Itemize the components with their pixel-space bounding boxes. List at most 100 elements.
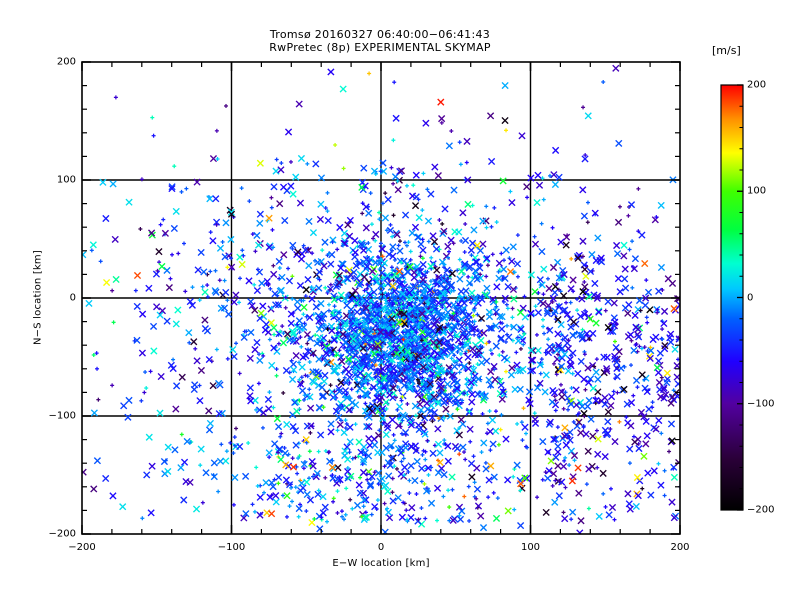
title-line-1: Tromsø 20160327 06:40:00−06:41:43 xyxy=(269,28,491,41)
data-point-plus xyxy=(569,517,574,522)
data-point-x xyxy=(251,346,259,354)
data-point-x xyxy=(434,440,443,448)
data-point-x xyxy=(351,237,359,245)
data-point-x xyxy=(479,524,488,532)
data-point-plus xyxy=(305,341,310,346)
data-point-x xyxy=(85,299,93,308)
data-point-plus xyxy=(407,285,412,290)
data-point-x xyxy=(415,421,423,429)
data-point-plus xyxy=(421,171,426,176)
data-point-x xyxy=(264,395,272,403)
data-point-plus xyxy=(541,292,546,297)
data-point-plus xyxy=(464,382,469,387)
data-point-plus xyxy=(313,333,318,338)
data-point-plus xyxy=(274,367,279,372)
data-point-plus xyxy=(287,504,292,509)
data-point-plus xyxy=(348,497,353,502)
data-point-plus xyxy=(558,382,563,387)
data-point-x xyxy=(304,276,312,284)
data-point-x xyxy=(477,512,485,520)
data-point-plus xyxy=(662,493,667,498)
data-point-plus xyxy=(140,516,145,521)
data-point-plus xyxy=(238,276,243,281)
data-point-x xyxy=(384,487,392,495)
data-point-plus xyxy=(222,278,227,283)
data-point-plus xyxy=(554,281,559,286)
data-point-x xyxy=(599,469,607,477)
data-point-plus xyxy=(377,428,382,433)
data-point-x xyxy=(536,276,544,284)
data-point-x xyxy=(268,510,276,518)
data-point-plus xyxy=(133,288,138,293)
data-point-plus xyxy=(110,383,115,388)
data-point-x xyxy=(579,186,587,194)
data-point-x xyxy=(582,430,590,438)
data-point-x xyxy=(531,415,539,424)
data-point-plus xyxy=(331,496,336,501)
data-point-x xyxy=(200,268,208,276)
data-point-x xyxy=(527,271,535,279)
data-point-x xyxy=(534,309,543,317)
data-point-x xyxy=(451,362,459,371)
data-point-plus xyxy=(276,341,281,346)
data-point-x xyxy=(93,457,101,465)
data-point-x xyxy=(209,237,217,245)
data-point-plus xyxy=(148,369,153,374)
data-point-x xyxy=(589,329,597,338)
data-point-x xyxy=(650,467,658,475)
data-point-plus xyxy=(331,499,336,504)
data-point-plus xyxy=(487,409,492,414)
data-point-x xyxy=(157,372,165,381)
data-point-plus xyxy=(494,220,499,225)
data-point-x xyxy=(339,85,347,93)
data-point-x xyxy=(165,284,173,292)
data-point-plus xyxy=(630,285,635,290)
data-point-x xyxy=(411,476,419,485)
data-point-x xyxy=(594,388,602,396)
colorbar-unit-label: [m/s] xyxy=(712,44,741,57)
data-point-plus xyxy=(492,205,497,210)
data-point-x xyxy=(461,236,470,245)
data-point-plus xyxy=(272,332,277,337)
data-point-x xyxy=(462,287,470,295)
data-point-plus xyxy=(303,373,308,378)
data-point-x xyxy=(384,195,392,204)
data-point-plus xyxy=(442,438,447,443)
data-point-x xyxy=(193,357,201,365)
data-point-plus xyxy=(335,247,340,252)
data-point-plus xyxy=(358,475,363,480)
data-point-x xyxy=(277,166,285,174)
data-point-x xyxy=(238,260,246,269)
data-point-plus xyxy=(502,258,507,263)
data-point-plus xyxy=(449,288,454,293)
data-point-x xyxy=(293,407,301,415)
data-point-x xyxy=(487,112,495,120)
data-point-plus xyxy=(302,321,307,326)
data-point-plus xyxy=(569,386,574,391)
data-point-x xyxy=(663,369,671,377)
data-point-plus xyxy=(396,243,401,248)
data-point-x xyxy=(616,288,624,296)
data-point-x xyxy=(466,386,474,394)
data-point-plus xyxy=(422,481,427,486)
data-point-plus xyxy=(283,305,288,310)
data-point-plus xyxy=(503,339,508,344)
data-point-x xyxy=(554,442,562,450)
data-point-plus xyxy=(250,502,255,507)
data-point-x xyxy=(621,275,629,283)
data-point-plus xyxy=(297,330,302,335)
data-point-x xyxy=(317,200,325,208)
data-point-x xyxy=(408,229,416,237)
data-point-plus xyxy=(662,468,667,473)
data-point-x xyxy=(396,295,405,303)
data-point-plus xyxy=(631,393,636,398)
data-point-x xyxy=(559,462,568,470)
data-point-plus xyxy=(307,449,312,454)
data-point-x xyxy=(667,399,675,407)
data-point-plus xyxy=(246,441,251,446)
data-point-plus xyxy=(468,386,473,391)
data-point-x xyxy=(437,98,445,106)
x-tick-label: 200 xyxy=(670,542,690,553)
data-point-plus xyxy=(96,397,101,402)
data-point-plus xyxy=(484,274,489,279)
